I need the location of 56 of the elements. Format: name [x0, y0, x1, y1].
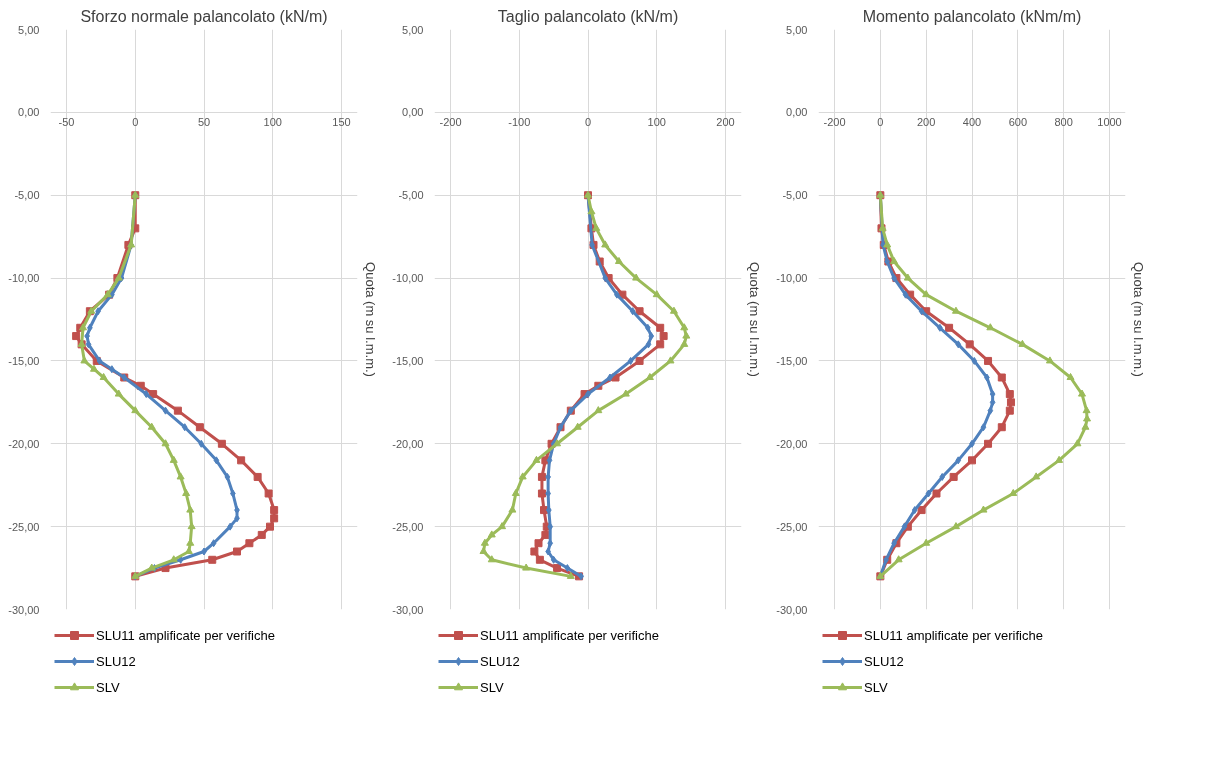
y-tick-label: -10,00 — [8, 272, 40, 285]
legend-label: SLU12 — [96, 653, 136, 669]
legend-label: SLU12 — [864, 653, 904, 669]
x-tick-label: -50 — [58, 116, 75, 129]
y-axis-title: Quota (m su l.m.m.) — [362, 262, 378, 377]
y-tick-label: 5,00 — [402, 23, 424, 36]
x-tick-label: -100 — [508, 116, 531, 129]
x-tick-label: 0 — [132, 116, 139, 129]
y-tick-label: -15,00 — [776, 354, 808, 367]
y-tick-label: -20,00 — [776, 437, 808, 450]
x-tick-label: 800 — [1054, 116, 1073, 129]
x-tick-label: 200 — [716, 116, 735, 129]
y-tick-label: -5,00 — [782, 189, 808, 202]
y-tick-label: -15,00 — [8, 354, 40, 367]
chart-title: Taglio palancolato (kN/m) — [497, 7, 679, 25]
x-tick-label: 600 — [1008, 116, 1028, 129]
chart-title: Sforzo normale palancolato (kN/m) — [80, 7, 328, 25]
legend-label: SLU11 amplificate per verifiche — [480, 627, 659, 643]
legend-label: SLU11 amplificate per verifiche — [864, 627, 1043, 643]
x-tick-label: 100 — [263, 116, 282, 129]
y-tick-label: 0,00 — [786, 106, 808, 119]
y-tick-label: 5,00 — [18, 23, 40, 36]
y-tick-label: -30,00 — [776, 603, 808, 616]
chart-title: Momento palancolato (kNm/m) — [862, 7, 1082, 25]
x-tick-label: 100 — [647, 116, 666, 129]
y-tick-label: -5,00 — [398, 189, 424, 202]
y-tick-label: -20,00 — [392, 437, 424, 450]
y-tick-label: -15,00 — [392, 354, 424, 367]
y-tick-label: -25,00 — [8, 520, 40, 533]
y-tick-label: -5,00 — [14, 189, 40, 202]
y-tick-label: -10,00 — [392, 272, 424, 285]
legend-label: SLV — [96, 679, 120, 695]
y-tick-label: -30,00 — [392, 603, 424, 616]
x-tick-label: -200 — [823, 116, 846, 129]
y-axis-title: Quota (m su l.m.m.) — [1130, 262, 1146, 377]
y-tick-label: -10,00 — [776, 272, 808, 285]
x-tick-label: 1000 — [1097, 116, 1122, 129]
y-tick-label: 5,00 — [786, 23, 808, 36]
y-axis-title: Quota (m su l.m.m.) — [746, 262, 762, 377]
y-tick-label: -30,00 — [8, 603, 40, 616]
x-tick-label: 400 — [962, 116, 982, 129]
legend-label: SLU11 amplificate per verifiche — [96, 627, 275, 643]
y-tick-label: -25,00 — [776, 520, 808, 533]
legend-label: SLV — [864, 679, 888, 695]
y-tick-label: 0,00 — [402, 106, 424, 119]
x-tick-label: 200 — [916, 116, 936, 129]
x-tick-label: 150 — [332, 116, 351, 129]
x-tick-label: 50 — [197, 116, 211, 129]
x-tick-label: 0 — [877, 116, 884, 129]
y-tick-label: -20,00 — [8, 437, 40, 450]
legend-label: SLV — [480, 679, 504, 695]
legend-label: SLU12 — [480, 653, 520, 669]
y-tick-label: -25,00 — [392, 520, 424, 533]
x-tick-label: 0 — [584, 116, 592, 129]
x-tick-label: -200 — [439, 116, 462, 129]
y-tick-label: 0,00 — [18, 106, 40, 119]
